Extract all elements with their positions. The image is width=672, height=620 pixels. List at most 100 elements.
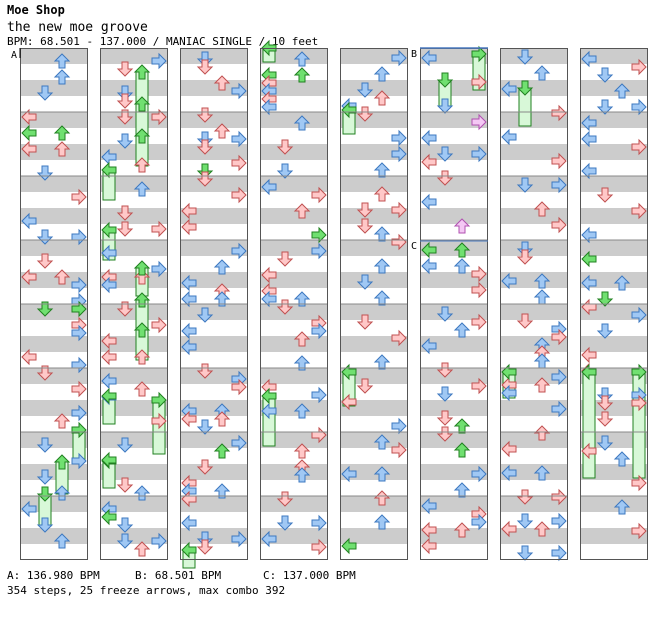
step-arrow [116, 205, 134, 221]
step-arrow [133, 349, 151, 365]
step-arrow [471, 265, 487, 283]
step-arrow [421, 497, 437, 515]
step-arrow [311, 242, 327, 260]
step-arrow [181, 410, 197, 428]
step-arrow [516, 313, 534, 329]
step-arrow [133, 541, 151, 557]
step-arrow [261, 402, 277, 420]
step-arrow [373, 226, 391, 242]
freeze-head [53, 454, 71, 470]
step-arrows [21, 39, 647, 562]
step-arrow [581, 226, 597, 244]
step-arrow [356, 106, 374, 122]
step-arrow [551, 216, 567, 234]
step-arrow [391, 329, 407, 347]
step-arrow [501, 128, 517, 146]
chart-column [340, 48, 408, 560]
step-arrow [36, 437, 54, 453]
freeze-head [36, 486, 54, 502]
step-arrow [231, 130, 247, 148]
step-arrow [471, 313, 487, 331]
step-arrow [501, 80, 517, 98]
chart-column [20, 48, 88, 560]
step-arrow [373, 186, 391, 202]
step-arrow [116, 61, 134, 77]
step-arrow [453, 242, 471, 258]
measure-bands [20, 48, 648, 544]
step-arrow [613, 83, 631, 99]
freeze-head [436, 72, 454, 88]
step-arrow [133, 381, 151, 397]
freeze-head [181, 541, 197, 559]
step-arrow [231, 530, 247, 548]
step-arrow [151, 412, 167, 430]
step-arrow [116, 517, 134, 533]
step-arrow [613, 499, 631, 515]
step-arrow [533, 465, 551, 481]
freeze-head [341, 101, 357, 119]
step-arrow [631, 58, 647, 76]
step-arrow [631, 138, 647, 156]
step-arrow [36, 517, 54, 533]
step-arrow [151, 316, 167, 334]
step-arrow [101, 276, 117, 294]
step-arrow [181, 322, 197, 340]
step-arrow [421, 49, 437, 67]
chart-column [260, 48, 328, 560]
step-arrow [231, 242, 247, 260]
step-arrow [213, 75, 231, 91]
step-arrow [21, 348, 37, 366]
step-arrow [356, 274, 374, 290]
step-arrow [516, 49, 534, 65]
step-arrow [311, 186, 327, 204]
step-arrow [551, 368, 567, 386]
step-arrow [373, 466, 391, 482]
step-arrow [581, 50, 597, 68]
chart-summary: 354 steps, 25 freeze arrows, max combo 3… [7, 584, 286, 597]
step-arrow [356, 218, 374, 234]
step-arrow [453, 418, 471, 434]
step-arrow [196, 307, 214, 323]
step-arrow [436, 426, 454, 442]
step-arrow [181, 202, 197, 220]
step-arrow [596, 323, 614, 339]
step-arrow [213, 123, 231, 139]
step-arrow [436, 362, 454, 378]
step-arrow [213, 291, 231, 307]
freeze-head [101, 451, 117, 469]
step-arrow [421, 537, 437, 555]
step-arrow [631, 474, 647, 492]
step-arrow [53, 413, 71, 429]
legend-bpm-c: C: 137.000 BPM [263, 569, 356, 582]
step-arrow [551, 176, 567, 194]
step-arrow [36, 301, 54, 317]
step-arrow [581, 114, 597, 132]
step-arrow [21, 212, 37, 230]
step-arrow [293, 115, 311, 131]
step-arrow [181, 290, 197, 308]
step-arrow [391, 49, 407, 67]
step-arrow [436, 386, 454, 402]
step-arrow [581, 442, 597, 460]
step-arrow [471, 145, 487, 163]
step-arrow [181, 338, 197, 356]
step-arrow [133, 181, 151, 197]
freeze-head [261, 387, 277, 405]
step-arrow [373, 162, 391, 178]
step-arrow [551, 152, 567, 170]
step-arrow [581, 162, 597, 180]
step-arrow [151, 52, 167, 70]
step-arrow [213, 411, 231, 427]
step-arrow [421, 153, 437, 171]
step-arrow [373, 434, 391, 450]
step-arrow [373, 66, 391, 82]
step-arrow [293, 291, 311, 307]
freeze-head [133, 260, 151, 276]
step-arrow [516, 545, 534, 561]
step-arrow [151, 532, 167, 550]
step-arrow [293, 443, 311, 459]
step-arrow [391, 129, 407, 147]
step-arrow [71, 188, 87, 206]
freeze-head [71, 421, 87, 439]
step-arrow [501, 464, 517, 482]
